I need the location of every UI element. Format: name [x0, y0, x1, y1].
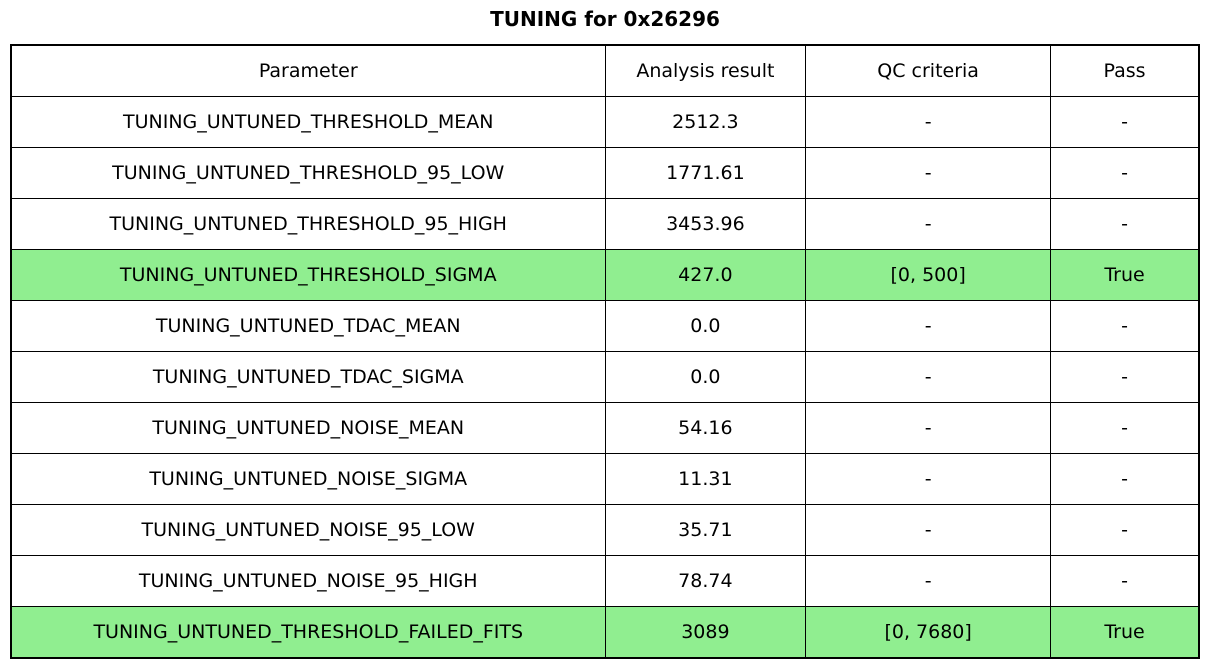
cell-qc-criteria: - — [805, 198, 1051, 250]
cell-analysis-result: 54.16 — [604, 402, 807, 454]
cell-parameter: TUNING_UNTUNED_THRESHOLD_FAILED_FITS — [10, 606, 606, 659]
cell-analysis-result: 11.31 — [604, 453, 807, 505]
cell-qc-criteria: - — [805, 351, 1051, 403]
column-header-analysis-result: Analysis result — [604, 44, 807, 97]
table-row: TUNING_UNTUNED_TDAC_SIGMA 0.0 - - — [10, 351, 1200, 403]
table-row: TUNING_UNTUNED_THRESHOLD_95_LOW 1771.61 … — [10, 147, 1200, 199]
cell-parameter: TUNING_UNTUNED_NOISE_95_LOW — [10, 504, 606, 556]
table-row: TUNING_UNTUNED_TDAC_MEAN 0.0 - - — [10, 300, 1200, 352]
cell-pass: - — [1049, 402, 1200, 454]
table-row: TUNING_UNTUNED_NOISE_95_HIGH 78.74 - - — [10, 555, 1200, 607]
cell-analysis-result: 0.0 — [604, 351, 807, 403]
table-row: TUNING_UNTUNED_THRESHOLD_95_HIGH 3453.96… — [10, 198, 1200, 250]
cell-parameter: TUNING_UNTUNED_NOISE_SIGMA — [10, 453, 606, 505]
table-row: TUNING_UNTUNED_NOISE_SIGMA 11.31 - - — [10, 453, 1200, 505]
cell-analysis-result: 78.74 — [604, 555, 807, 607]
cell-pass: - — [1049, 198, 1200, 250]
cell-analysis-result: 0.0 — [604, 300, 807, 352]
cell-pass: - — [1049, 453, 1200, 505]
table-body: TUNING_UNTUNED_THRESHOLD_MEAN 2512.3 - -… — [10, 96, 1200, 659]
cell-pass: - — [1049, 504, 1200, 556]
cell-qc-criteria: - — [805, 147, 1051, 199]
cell-qc-criteria: - — [805, 453, 1051, 505]
cell-qc-criteria: - — [805, 555, 1051, 607]
cell-parameter: TUNING_UNTUNED_NOISE_MEAN — [10, 402, 606, 454]
cell-qc-criteria: [0, 7680] — [805, 606, 1051, 659]
table-row: TUNING_UNTUNED_THRESHOLD_FAILED_FITS 308… — [10, 606, 1200, 659]
cell-parameter: TUNING_UNTUNED_TDAC_MEAN — [10, 300, 606, 352]
qc-table: Parameter Analysis result QC criteria Pa… — [10, 44, 1200, 659]
cell-pass: - — [1049, 555, 1200, 607]
header-row: Parameter Analysis result QC criteria Pa… — [10, 44, 1200, 97]
column-header-pass: Pass — [1049, 44, 1200, 97]
cell-qc-criteria: [0, 500] — [805, 249, 1051, 301]
cell-parameter: TUNING_UNTUNED_NOISE_95_HIGH — [10, 555, 606, 607]
cell-pass: - — [1049, 300, 1200, 352]
cell-qc-criteria: - — [805, 96, 1051, 148]
table-row: TUNING_UNTUNED_NOISE_MEAN 54.16 - - — [10, 402, 1200, 454]
cell-pass: - — [1049, 351, 1200, 403]
cell-parameter: TUNING_UNTUNED_THRESHOLD_MEAN — [10, 96, 606, 148]
cell-analysis-result: 2512.3 — [604, 96, 807, 148]
cell-qc-criteria: - — [805, 300, 1051, 352]
cell-analysis-result: 427.0 — [604, 249, 807, 301]
cell-parameter: TUNING_UNTUNED_TDAC_SIGMA — [10, 351, 606, 403]
cell-pass: - — [1049, 96, 1200, 148]
cell-analysis-result: 35.71 — [604, 504, 807, 556]
cell-qc-criteria: - — [805, 402, 1051, 454]
cell-analysis-result: 1771.61 — [604, 147, 807, 199]
column-header-parameter: Parameter — [10, 44, 606, 97]
page-title: TUNING for 0x26296 — [490, 7, 720, 31]
cell-pass: - — [1049, 147, 1200, 199]
cell-pass: True — [1049, 249, 1200, 301]
cell-analysis-result: 3453.96 — [604, 198, 807, 250]
cell-pass: True — [1049, 606, 1200, 659]
table-row: TUNING_UNTUNED_THRESHOLD_SIGMA 427.0 [0,… — [10, 249, 1200, 301]
cell-parameter: TUNING_UNTUNED_THRESHOLD_95_HIGH — [10, 198, 606, 250]
column-header-qc-criteria: QC criteria — [805, 44, 1051, 97]
cell-parameter: TUNING_UNTUNED_THRESHOLD_SIGMA — [10, 249, 606, 301]
cell-analysis-result: 3089 — [604, 606, 807, 659]
cell-parameter: TUNING_UNTUNED_THRESHOLD_95_LOW — [10, 147, 606, 199]
table-row: TUNING_UNTUNED_THRESHOLD_MEAN 2512.3 - - — [10, 96, 1200, 148]
table-row: TUNING_UNTUNED_NOISE_95_LOW 35.71 - - — [10, 504, 1200, 556]
cell-qc-criteria: - — [805, 504, 1051, 556]
